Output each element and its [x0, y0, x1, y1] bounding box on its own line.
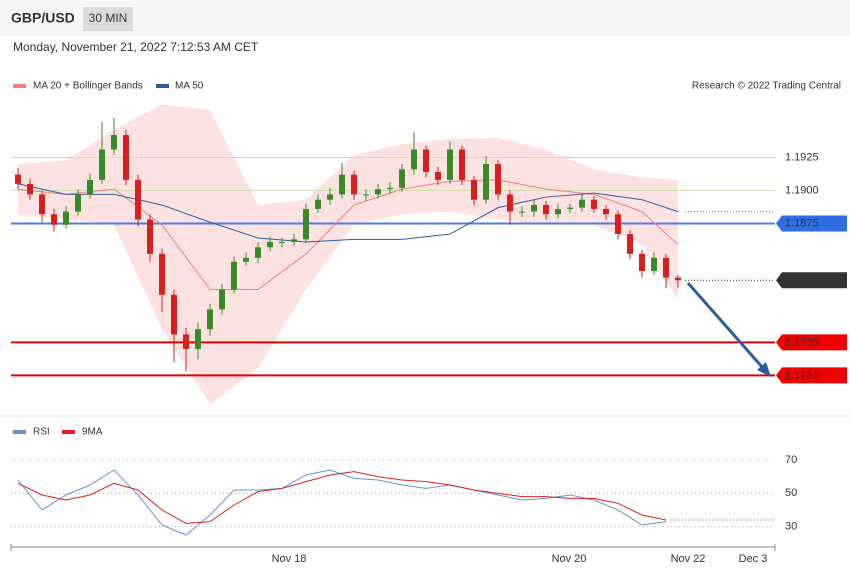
- level-label: 1.1785: [785, 336, 819, 348]
- legend-swatch: [156, 84, 169, 88]
- candle-body: [375, 189, 381, 195]
- forecast-arrowhead: [757, 362, 771, 377]
- candle-body: [639, 253, 645, 272]
- legend-swatch: [13, 84, 26, 88]
- last-price-tag: [776, 272, 847, 289]
- candle-body: [87, 179, 93, 195]
- candle-body: [219, 289, 225, 310]
- candle-body: [603, 208, 609, 215]
- candle-body: [303, 208, 309, 240]
- candle-body: [531, 204, 537, 212]
- legend-label: MA 20 + Bollinger Bands: [33, 81, 143, 92]
- candle-body: [255, 247, 261, 258]
- candle-body: [99, 149, 105, 180]
- candle-body: [351, 174, 357, 195]
- candle-body: [567, 207, 573, 209]
- candle-body: [579, 199, 585, 208]
- candle-body: [135, 179, 141, 220]
- candle-body: [183, 334, 189, 349]
- candle-body: [63, 211, 69, 225]
- candle-body: [447, 149, 453, 180]
- candle-body: [675, 277, 681, 281]
- candle-body: [387, 187, 393, 190]
- ma-line: [17, 183, 679, 243]
- legend-swatch: [13, 430, 26, 434]
- candle-body: [363, 194, 369, 196]
- candle-body: [459, 149, 465, 180]
- y-tick-label: 30: [785, 521, 797, 533]
- candle-body: [111, 134, 117, 150]
- last-price-label: 1.1832: [785, 274, 819, 286]
- candle-body: [543, 204, 549, 215]
- bollinger-band: [18, 104, 678, 405]
- timestamp: Monday, November 21, 2022 7:12:53 AM CET: [13, 40, 259, 54]
- candle-body: [591, 199, 597, 209]
- x-tick-label: Dec 3: [739, 553, 768, 565]
- candle-body: [483, 164, 489, 200]
- header-bar: [0, 0, 850, 36]
- candle-body: [507, 194, 513, 212]
- candle-body: [159, 253, 165, 295]
- candle-body: [339, 174, 345, 195]
- level-tag: [776, 367, 847, 384]
- indicator-line: [17, 469, 667, 536]
- candle-body: [51, 214, 57, 225]
- plot: 1.1925 1.1900 1.1875 1.1785 1.1760 1.1832 Nov …: [11, 104, 847, 565]
- level-label: 1.1900: [785, 184, 819, 196]
- candle-body: [555, 208, 561, 215]
- x-tick-label: Nov 18: [272, 553, 307, 565]
- candle-body: [243, 257, 249, 262]
- legend-label: MA 50: [175, 81, 204, 92]
- candle-body: [519, 211, 525, 213]
- candle-body: [27, 183, 33, 195]
- x-tick-label: Nov 22: [671, 553, 706, 565]
- x-tick-label: Nov 20: [552, 553, 587, 565]
- candle-body: [291, 239, 297, 242]
- y-tick-label: 50: [785, 487, 797, 499]
- legend-label: 9MA: [82, 427, 103, 438]
- candle-body: [39, 194, 45, 215]
- level-label: 1.1875: [785, 217, 819, 229]
- indicator-line: [17, 471, 667, 524]
- candle-body: [171, 294, 177, 335]
- candle-body: [663, 257, 669, 278]
- legend-label: RSI: [33, 427, 50, 438]
- candle-body: [411, 149, 417, 170]
- candle-body: [615, 214, 621, 235]
- credit: Research © 2022 Trading Central: [692, 81, 841, 92]
- candle-body: [435, 171, 441, 180]
- candle-body: [267, 241, 273, 248]
- level-tag: [776, 334, 847, 351]
- forecast-arrow: [686, 282, 765, 369]
- candle-body: [75, 194, 81, 212]
- level-label: 1.1760: [785, 369, 819, 381]
- level-label: 1.1925: [785, 151, 819, 163]
- timeframe[interactable]: 30 MIN: [89, 11, 128, 25]
- timeframe-button[interactable]: [83, 7, 133, 31]
- ma-line: [17, 179, 679, 291]
- candle-body: [495, 164, 501, 195]
- candle-body: [471, 179, 477, 200]
- candle-body: [147, 219, 153, 254]
- candle-body: [207, 309, 213, 330]
- candle-body: [123, 134, 129, 180]
- symbol: GBP/USD: [11, 10, 75, 26]
- legend-swatch: [62, 430, 75, 434]
- candle-body: [231, 261, 237, 290]
- candle-body: [315, 199, 321, 209]
- candle-body: [15, 174, 21, 184]
- candle-body: [327, 194, 333, 200]
- candle-body: [423, 149, 429, 172]
- candle-body: [195, 329, 201, 349]
- y-tick-label: 70: [785, 454, 797, 466]
- candle-body: [651, 257, 657, 272]
- candle-body: [279, 241, 285, 243]
- level-tag: [776, 215, 847, 232]
- candle-body: [627, 234, 633, 254]
- candle-body: [399, 169, 405, 188]
